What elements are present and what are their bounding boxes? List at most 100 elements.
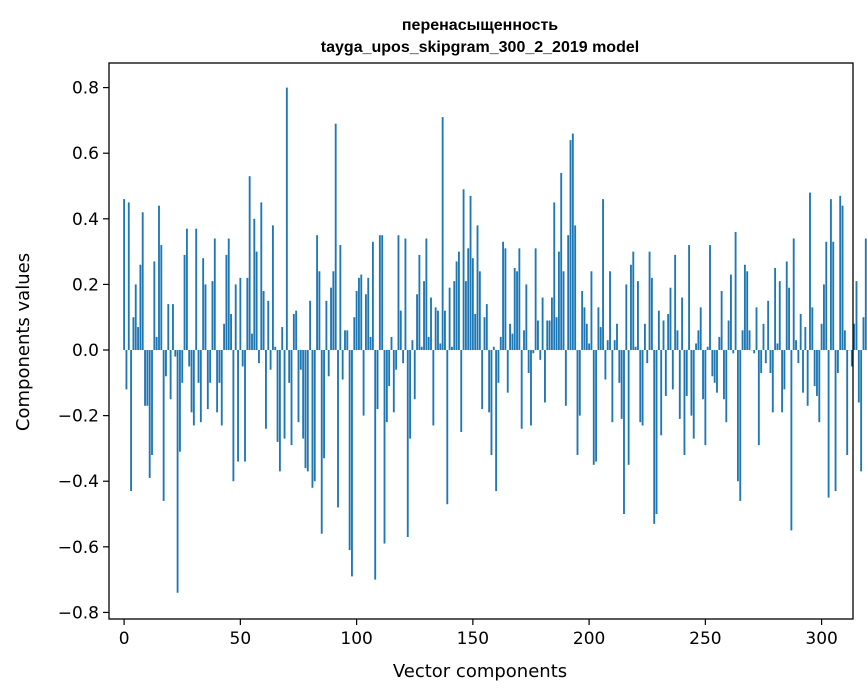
bar [334,123,337,351]
bar [797,350,800,364]
bar [823,284,825,351]
bar [816,350,818,396]
bar [567,235,570,351]
bar [664,350,667,396]
bar [239,277,242,351]
bar [318,271,321,351]
bar [667,313,670,351]
bar [488,350,491,413]
bar [432,350,435,426]
bar [662,320,665,351]
bar [811,307,814,351]
bar [434,307,437,351]
bar [497,350,500,383]
bar [641,350,644,426]
bar [376,350,379,410]
chart-subtitle: tayga_upos_skipgram_300_2_2019 model [321,39,639,56]
bar [144,350,146,406]
bar [571,133,574,351]
bar [820,323,823,351]
bar [230,313,232,351]
bar [297,350,300,423]
bar [525,284,528,351]
bar [227,238,230,351]
bar [420,346,423,351]
bar [302,350,305,439]
bar [541,297,544,351]
bar [746,271,749,351]
bar [323,350,325,459]
bar [509,323,511,351]
bar [537,320,539,351]
bar [462,189,465,351]
bar [539,350,542,360]
bar [523,330,525,351]
bar [348,350,351,551]
bar [160,245,163,351]
bar [709,245,711,351]
bar [795,340,797,351]
bar [825,241,828,351]
bar [158,205,160,351]
bar [643,323,646,351]
bar [399,310,402,351]
bar [188,350,191,367]
bar [753,350,756,354]
bar [241,350,244,367]
bar [532,350,535,354]
bar [762,323,765,351]
bar [269,350,272,370]
bar [418,254,421,351]
bar [444,310,446,351]
bar [606,340,609,351]
bar [167,304,170,351]
bar [178,350,181,452]
bar [604,350,607,380]
bar [623,350,625,515]
bar [255,251,258,351]
bar [692,350,695,439]
bar [202,258,205,351]
bar [423,281,425,351]
bar [806,350,809,406]
bar [611,350,614,423]
bar [425,238,428,351]
bar [251,333,253,351]
bar [183,254,186,351]
bar [704,350,707,446]
bar [741,330,744,351]
y-tick-label: 0.4 [72,210,99,230]
bar [732,350,735,354]
bar [169,350,172,400]
bar [855,281,858,351]
bar [527,350,530,373]
bar [590,271,593,351]
bar [609,271,611,351]
bar [783,350,786,390]
bar [355,290,358,351]
bar [313,350,316,482]
bar [788,287,790,351]
bar [748,330,751,351]
bar [162,350,165,501]
bar [530,350,532,426]
bar [697,330,700,351]
bar [683,350,686,455]
bar [502,241,505,351]
bar [278,350,281,472]
bar [478,271,481,351]
bar [511,333,514,351]
bar [711,350,714,377]
bar [595,350,598,462]
bar [276,350,279,442]
bar [181,350,184,383]
bar [574,225,577,351]
bar [404,238,407,351]
bar [306,350,309,472]
bar [244,350,246,462]
bar [311,350,314,488]
bar [411,340,414,351]
y-tick-label: −0.4 [58,472,99,492]
bar [332,271,335,351]
bar [216,350,219,413]
